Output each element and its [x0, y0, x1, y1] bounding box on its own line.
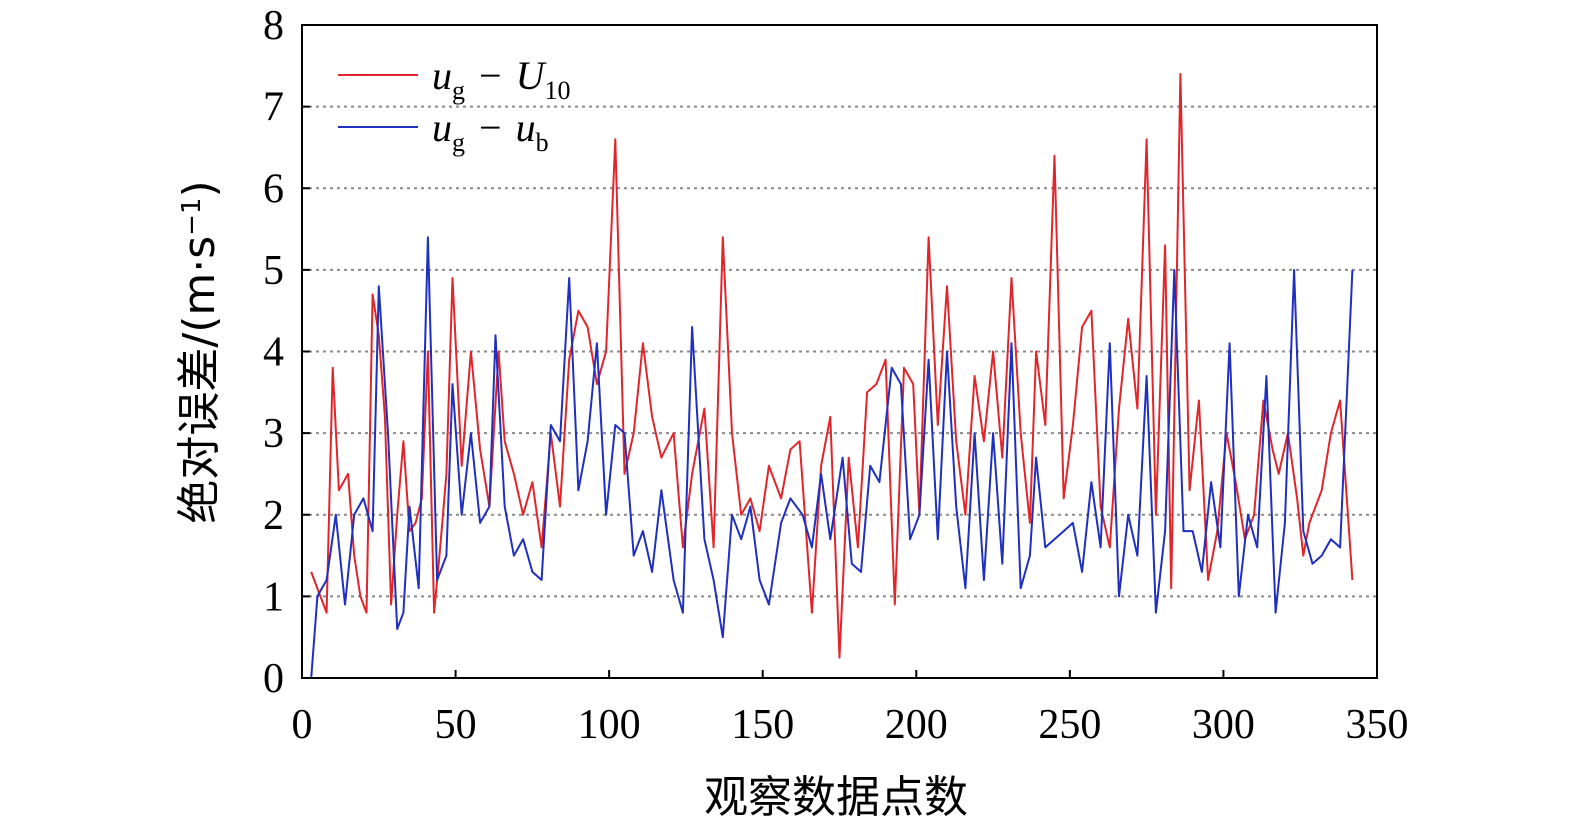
y-tick-label: 3 — [263, 411, 284, 457]
x-tick-label: 300 — [1192, 702, 1255, 748]
y-axis-title-sup: −1 — [177, 198, 207, 236]
y-tick-label: 2 — [263, 493, 284, 539]
y-tick-label: 5 — [263, 248, 284, 294]
y-axis-title-main: 绝对误差/(m·s — [174, 236, 225, 524]
x-tick-label: 200 — [885, 702, 948, 748]
x-tick-label: 250 — [1038, 702, 1101, 748]
x-tick-label: 0 — [292, 702, 313, 748]
y-tick-label: 4 — [263, 330, 284, 376]
y-tick-label: 6 — [263, 166, 284, 212]
x-axis-title: 观察数据点数 — [704, 772, 968, 823]
x-tick-label: 150 — [731, 702, 794, 748]
y-tick-label: 1 — [263, 574, 284, 620]
x-tick-label: 50 — [435, 702, 477, 748]
series-line-2 — [310, 236, 1354, 679]
legend-label-series-1: ug − U10 — [432, 53, 570, 105]
grid-lines — [302, 105, 1377, 598]
series-layer — [310, 73, 1354, 679]
x-tick-label: 100 — [578, 702, 641, 748]
y-tick-label: 0 — [263, 656, 284, 702]
y-tick-label: 8 — [263, 3, 284, 49]
legend-label-series-2: ug − ub — [432, 105, 549, 157]
x-tick-label: 350 — [1346, 702, 1409, 748]
y-axis-ticks: 0 1 2 3 4 5 6 7 8 — [263, 3, 310, 702]
x-axis-ticks: 0 50 100 150 200 250 300 350 — [292, 670, 1409, 748]
y-tick-label: 7 — [263, 85, 284, 131]
y-axis-title: 绝对误差/(m·s−1) — [174, 180, 225, 523]
y-axis-title-close: ) — [174, 180, 225, 197]
series-line-1 — [310, 73, 1354, 659]
legend: ug − U10 ug − ub — [338, 53, 570, 157]
